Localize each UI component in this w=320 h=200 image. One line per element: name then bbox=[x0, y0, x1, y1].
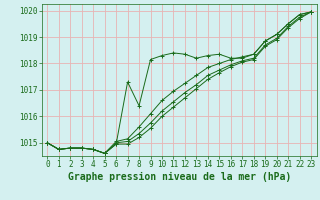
X-axis label: Graphe pression niveau de la mer (hPa): Graphe pression niveau de la mer (hPa) bbox=[68, 172, 291, 182]
